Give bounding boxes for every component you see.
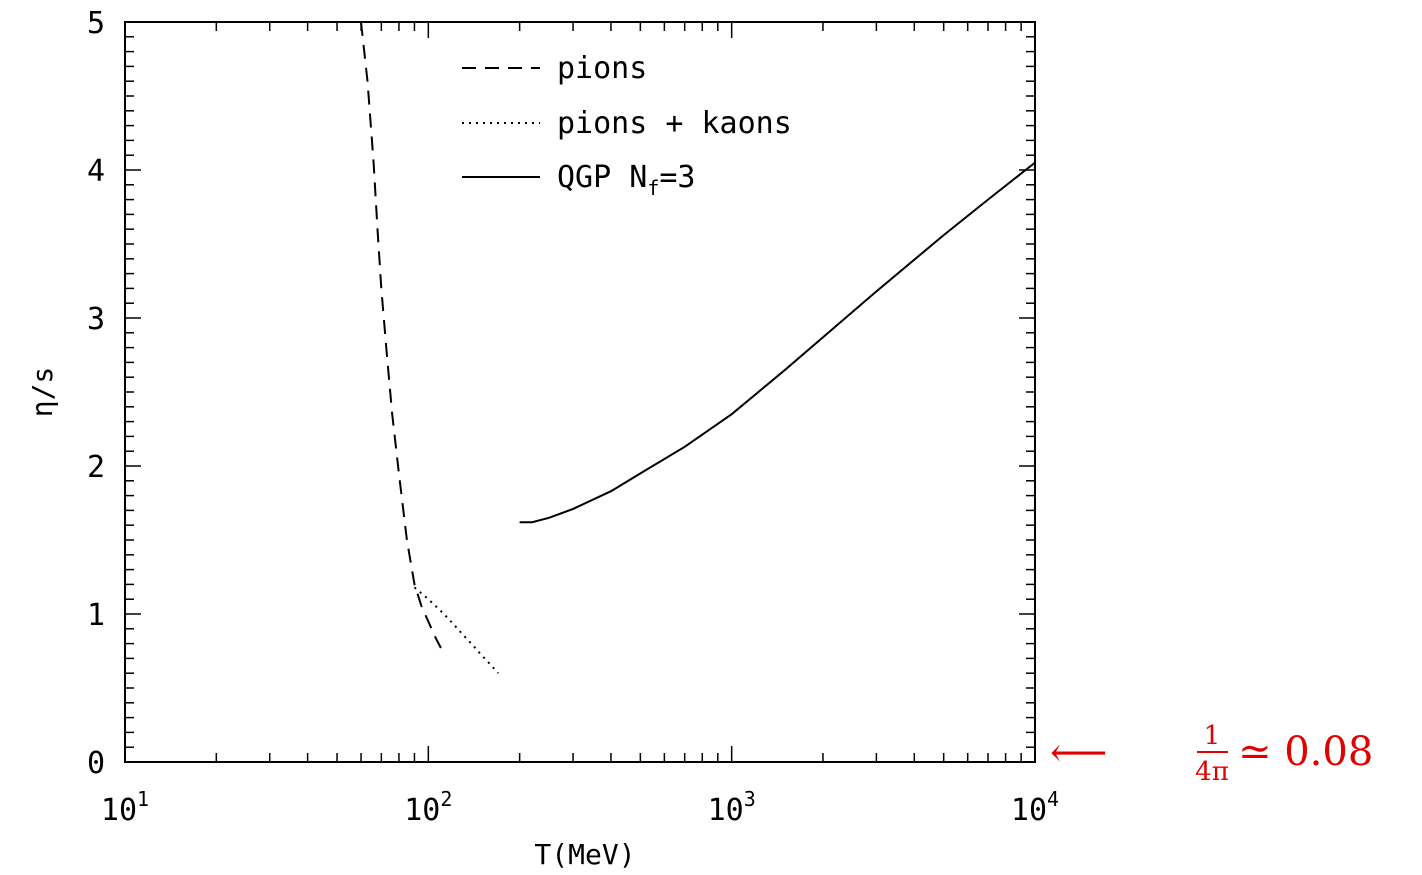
legend-label-qgp: QGP Nf=3 xyxy=(557,160,695,200)
legend-label-qgp-main: QGP N xyxy=(557,160,647,195)
x-tick-label: 104 xyxy=(1011,787,1059,828)
x-tick-label: 103 xyxy=(708,787,756,828)
y-tick-label: 1 xyxy=(87,598,105,633)
legend: pions pions + kaons QGP Nf=3 xyxy=(462,51,792,200)
x-tick-label: 101 xyxy=(101,787,149,828)
y-tick-labels: 0 1 2 3 4 5 xyxy=(87,6,105,781)
series-pions-kaons xyxy=(413,586,499,674)
annotation-numerator: 1 xyxy=(1204,721,1221,751)
legend-label-qgp-tail: =3 xyxy=(659,160,695,195)
x-tick-label-base: 10 xyxy=(1011,793,1047,828)
axis-ticks xyxy=(124,21,1035,763)
x-tick-label-exponent: 2 xyxy=(440,787,452,811)
annotation-quarter-pi: ⟵ 1 4π ≃ 0.08 xyxy=(1050,721,1373,787)
x-tick-label-base: 10 xyxy=(708,793,744,828)
y-tick-label: 2 xyxy=(87,450,105,485)
annotation-relation: ≃ 0.08 xyxy=(1238,729,1373,775)
x-tick-label-exponent: 3 xyxy=(744,787,756,811)
plot-frame xyxy=(124,21,1036,763)
annotation-arrow-icon: ⟵ xyxy=(1050,730,1107,776)
series-qgp xyxy=(519,161,1036,524)
x-tick-label-exponent: 4 xyxy=(1047,787,1059,811)
legend-label-qgp-subscript: f xyxy=(647,176,659,200)
y-tick-label: 0 xyxy=(87,746,105,781)
y-tick-label: 5 xyxy=(87,6,105,41)
x-tick-label-base: 10 xyxy=(101,793,137,828)
y-axis-title: η/s xyxy=(26,367,59,418)
x-axis-title: T(MeV) xyxy=(534,838,635,871)
x-tick-label-base: 10 xyxy=(404,793,440,828)
y-tick-label: 4 xyxy=(87,154,105,189)
legend-label-pions: pions xyxy=(557,51,647,86)
series-pions xyxy=(360,21,442,649)
y-tick-label: 3 xyxy=(87,302,105,337)
x-tick-label-exponent: 1 xyxy=(137,787,149,811)
x-tick-label: 102 xyxy=(404,787,452,828)
legend-label-pions-kaons: pions + kaons xyxy=(557,106,792,141)
annotation-denominator: 4π xyxy=(1195,757,1229,787)
series-layer xyxy=(360,21,1036,674)
x-tick-labels: 101 102 103 104 xyxy=(101,787,1059,828)
